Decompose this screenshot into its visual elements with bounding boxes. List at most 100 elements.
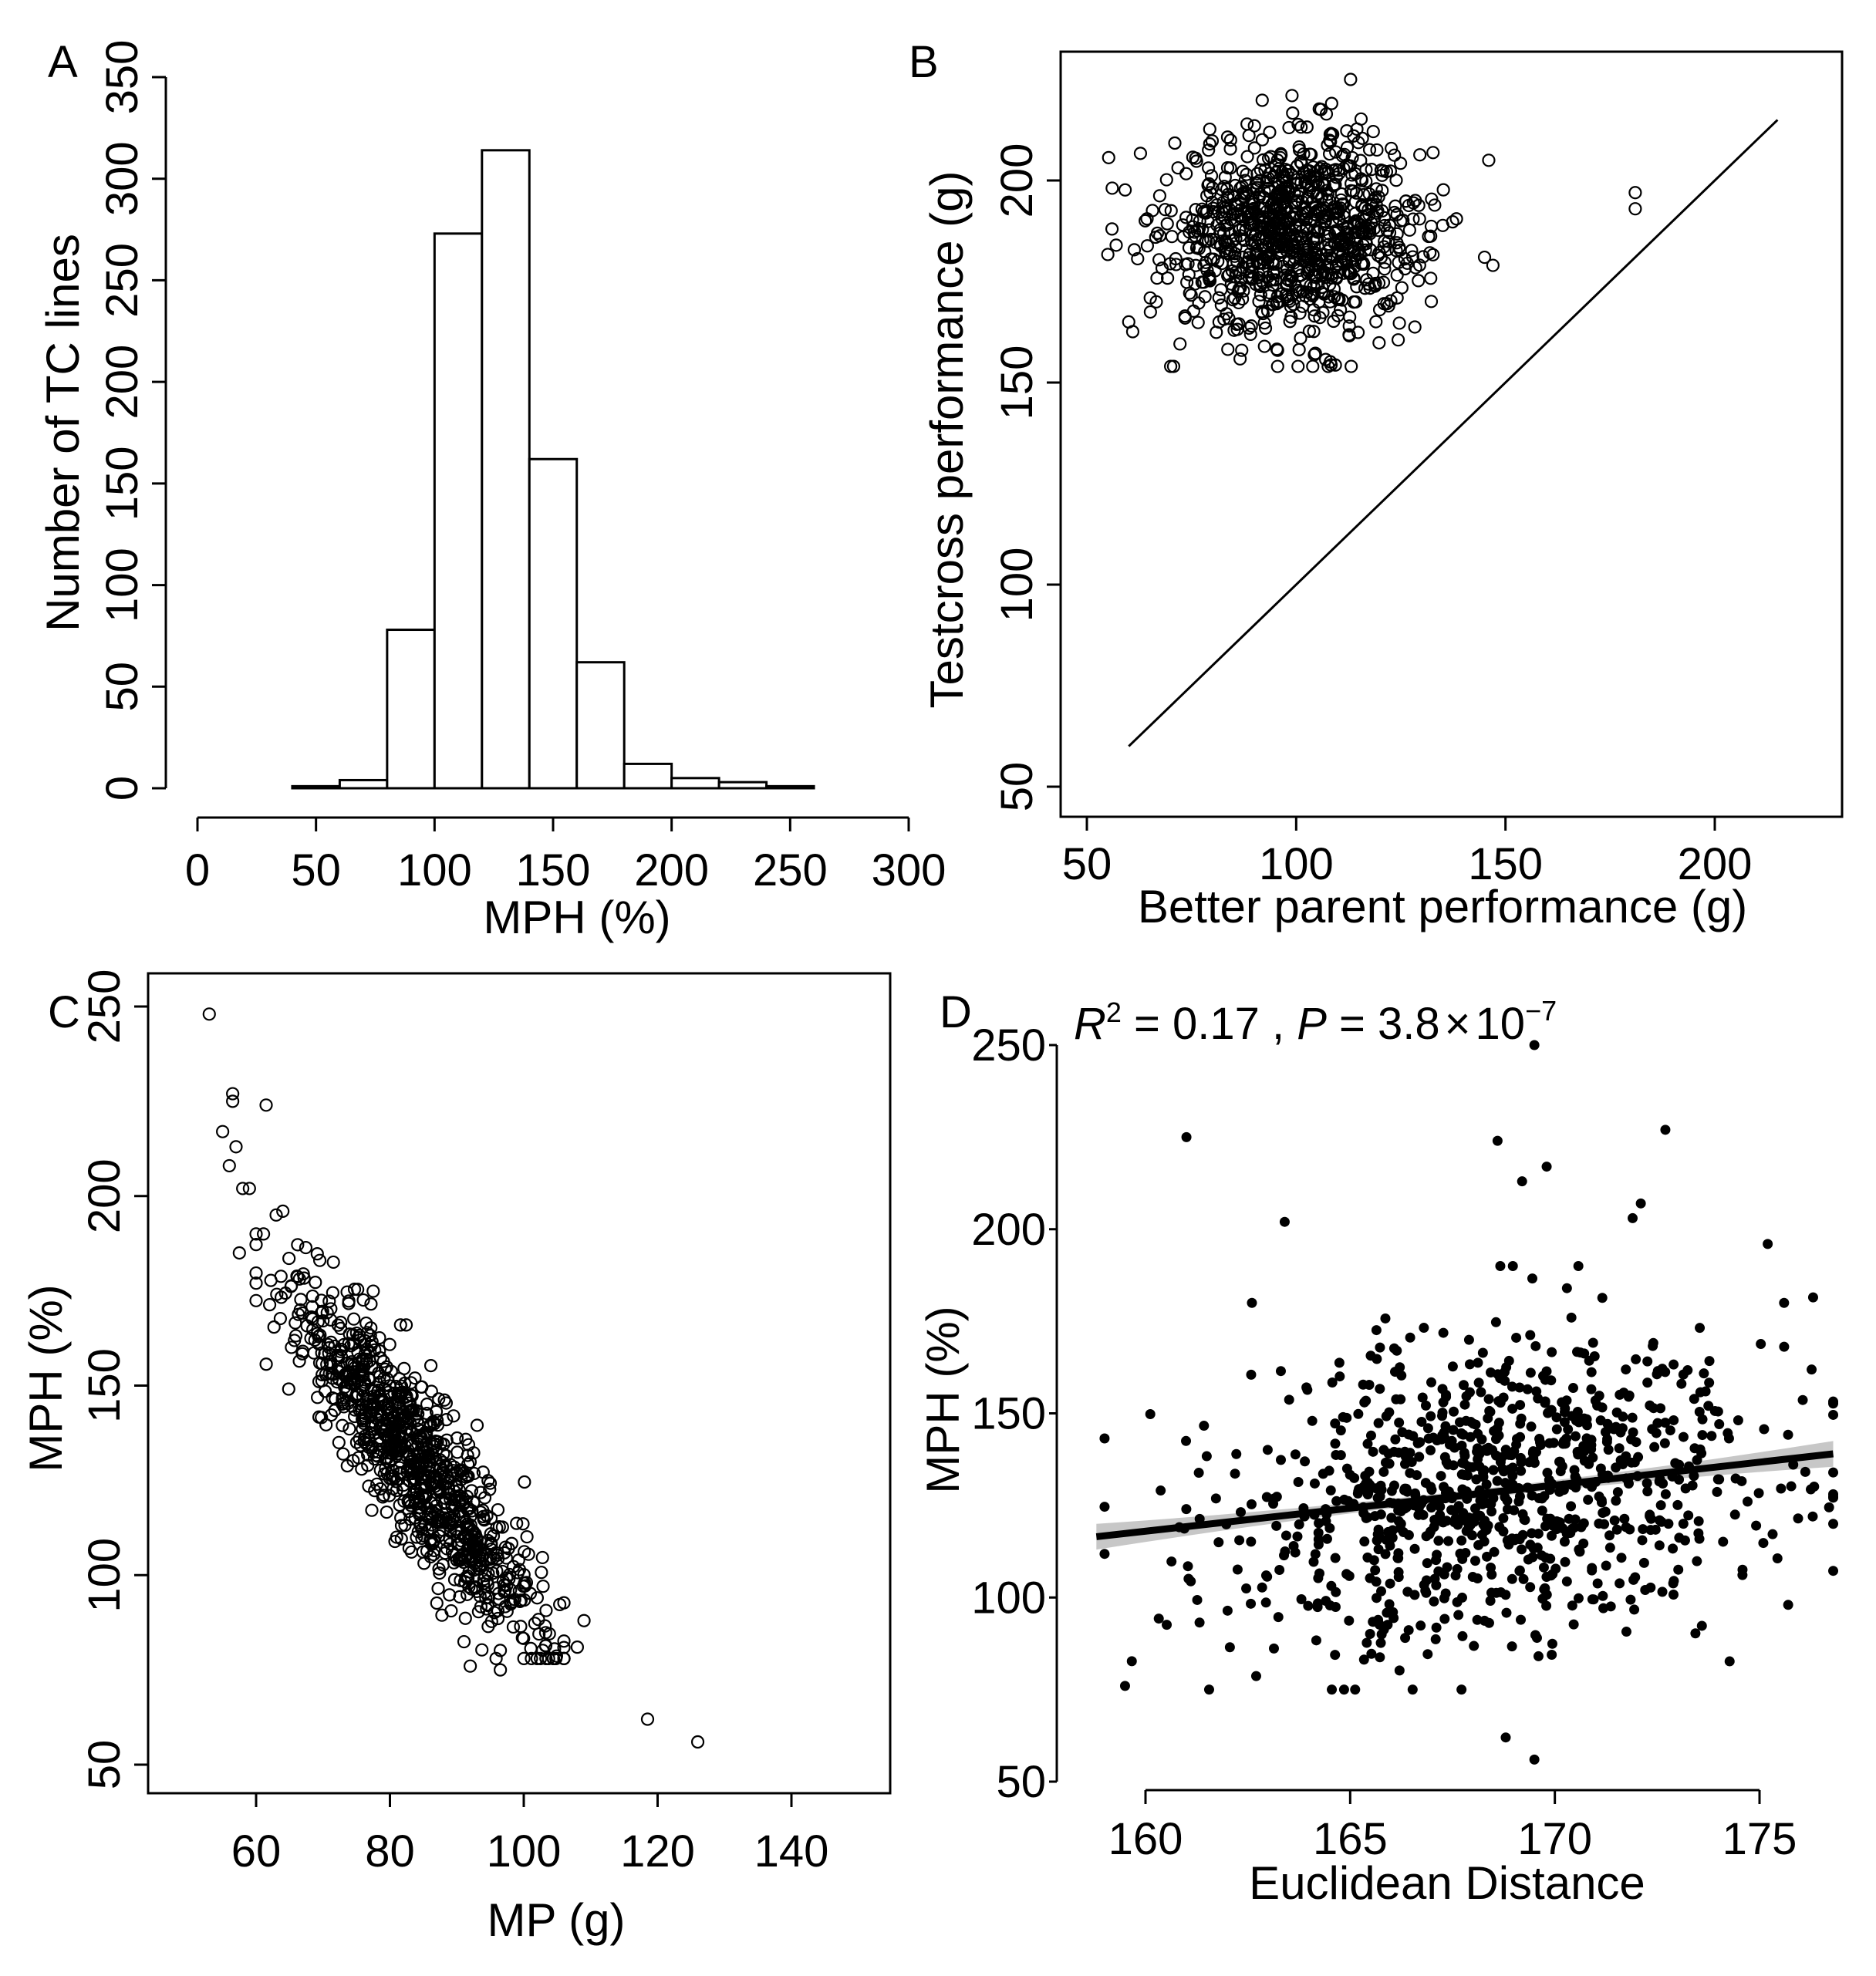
histogram-bar xyxy=(765,784,815,790)
data-point xyxy=(1678,1431,1689,1442)
data-point xyxy=(1173,337,1187,351)
data-point xyxy=(1139,214,1152,228)
data-point xyxy=(1438,1517,1449,1528)
data-point xyxy=(1256,211,1270,225)
data-point xyxy=(1293,1476,1304,1487)
data-point xyxy=(1355,225,1369,239)
data-point xyxy=(1131,251,1145,266)
data-point xyxy=(1479,1615,1490,1626)
data-point xyxy=(1308,201,1322,215)
data-point xyxy=(1611,1524,1622,1535)
data-point xyxy=(1373,1544,1384,1555)
data-point xyxy=(1642,1356,1653,1367)
data-point xyxy=(557,1651,571,1665)
data-point xyxy=(391,1394,405,1409)
data-point xyxy=(1211,255,1225,268)
data-point xyxy=(1099,1502,1110,1512)
data-point xyxy=(1390,207,1404,221)
data-point xyxy=(1608,1424,1619,1435)
data-point xyxy=(1537,1506,1547,1516)
data-point xyxy=(1275,1455,1286,1465)
data-point xyxy=(312,1253,327,1267)
data-point xyxy=(1793,1513,1803,1524)
data-point xyxy=(274,1270,288,1283)
data-point xyxy=(1828,1409,1839,1420)
data-point xyxy=(1149,295,1163,309)
data-point xyxy=(1351,136,1365,150)
data-point xyxy=(1697,1414,1708,1425)
data-point xyxy=(411,1437,425,1451)
data-point xyxy=(1470,1419,1481,1430)
data-point xyxy=(1485,1595,1496,1606)
data-point xyxy=(308,1333,322,1347)
panel-a-y-tick-label: 50 xyxy=(97,662,147,712)
panel-a-y-tick-label: 250 xyxy=(97,243,147,318)
data-point xyxy=(1224,1642,1235,1653)
data-point xyxy=(1331,1449,1341,1460)
data-point xyxy=(1507,1462,1518,1473)
data-point xyxy=(1483,1394,1494,1404)
panel-a-x-tick-label: 250 xyxy=(753,845,828,895)
panel-a-bars xyxy=(291,149,815,790)
data-point xyxy=(1382,1607,1392,1618)
data-point xyxy=(1332,292,1346,307)
data-point xyxy=(1371,1593,1382,1603)
data-point xyxy=(1456,1535,1467,1546)
data-point xyxy=(1133,147,1148,160)
data-point xyxy=(1331,1495,1342,1506)
data-point xyxy=(1614,1443,1625,1454)
data-point xyxy=(463,1659,477,1673)
data-point xyxy=(1232,1564,1243,1575)
data-point xyxy=(1267,257,1280,271)
data-point xyxy=(1373,1524,1384,1535)
data-point xyxy=(1233,266,1247,280)
data-point xyxy=(1202,177,1216,191)
data-point xyxy=(481,1533,495,1547)
data-point xyxy=(1318,352,1333,366)
data-point xyxy=(1616,1553,1627,1563)
data-point xyxy=(477,1491,492,1505)
data-point xyxy=(1237,191,1251,204)
data-point xyxy=(1533,1528,1544,1539)
data-point xyxy=(1631,1354,1642,1364)
data-point xyxy=(1486,1562,1496,1573)
data-point xyxy=(430,1515,444,1529)
data-point xyxy=(1291,117,1305,132)
panel-c-y-tick-label: 250 xyxy=(79,969,130,1044)
data-point xyxy=(459,1432,473,1446)
data-point xyxy=(1291,194,1304,207)
data-point xyxy=(1279,1216,1290,1227)
data-point xyxy=(1334,1371,1345,1382)
data-point xyxy=(1292,342,1306,356)
data-point xyxy=(1246,1598,1257,1609)
data-point xyxy=(1529,1040,1540,1050)
data-point xyxy=(326,1255,340,1270)
data-point xyxy=(1538,1562,1549,1573)
data-point xyxy=(1329,145,1343,159)
data-point xyxy=(1783,1429,1793,1440)
data-point xyxy=(1483,1520,1493,1531)
data-point xyxy=(1195,202,1209,216)
data-point xyxy=(1330,1553,1341,1563)
panel-d-scatter: D R2 = 0.17 , P = 3.8 × 10−7 160 165 170 175 … xyxy=(917,987,1839,1909)
data-point xyxy=(1566,1312,1577,1323)
data-point xyxy=(1228,178,1242,193)
data-point xyxy=(1547,1520,1558,1531)
data-point xyxy=(1375,1342,1385,1353)
data-point xyxy=(393,1318,407,1332)
data-point xyxy=(1249,176,1263,190)
data-point xyxy=(1517,1529,1528,1540)
data-point xyxy=(1339,1494,1350,1505)
data-point xyxy=(403,1416,417,1431)
data-point xyxy=(1457,1630,1468,1641)
data-point xyxy=(1309,1478,1320,1489)
data-point xyxy=(410,1448,424,1462)
data-point xyxy=(380,1452,394,1465)
data-point xyxy=(1359,174,1373,188)
data-point xyxy=(1220,130,1235,144)
data-point xyxy=(1678,1369,1689,1380)
data-point xyxy=(1361,1395,1372,1406)
data-point xyxy=(311,1391,325,1404)
data-point xyxy=(1253,232,1267,246)
data-point xyxy=(1263,125,1277,140)
